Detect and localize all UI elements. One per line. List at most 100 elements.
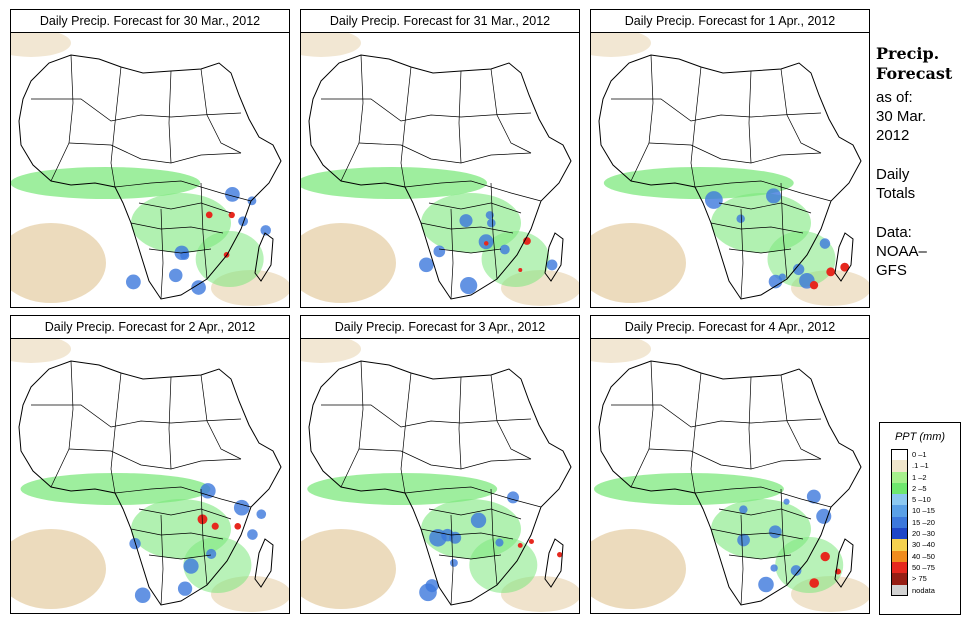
map	[300, 338, 580, 614]
data-line: Data:	[876, 224, 912, 241]
country-border	[694, 180, 832, 202]
heavy-cell	[826, 267, 836, 277]
sand-patch	[591, 339, 651, 363]
legend-swatch	[891, 539, 908, 551]
precip-band	[20, 473, 211, 505]
legend-label: 10 –15	[912, 506, 935, 516]
country-border	[718, 508, 812, 520]
country-border	[168, 70, 172, 164]
legend-swatch	[891, 528, 908, 540]
heavy-cell	[205, 211, 213, 219]
legend-item: nodata	[891, 584, 960, 596]
panel-title: Daily Precip. Forecast for 1 Apr., 2012	[590, 9, 870, 33]
madagascar-outline	[834, 232, 854, 282]
country-border	[110, 372, 122, 494]
legend-swatch	[891, 516, 908, 529]
precip-cell	[224, 186, 240, 202]
country-border	[31, 404, 242, 428]
legend-swatch	[891, 482, 908, 495]
map	[300, 32, 580, 308]
legend-title: PPT (mm)	[894, 431, 946, 443]
country-border	[404, 180, 542, 202]
precip-cell	[260, 225, 271, 236]
country-border	[690, 66, 702, 188]
country-border	[780, 68, 822, 154]
legend: PPT (mm) 0 –1 .1 –1 1 –2 2 –5 5 –10 10 –15 15 …	[879, 422, 961, 615]
madagascar-outline	[254, 538, 274, 588]
coastline	[18, 360, 282, 606]
heavy-cell	[234, 522, 242, 530]
heavy-cell	[483, 241, 489, 246]
precip-cell	[819, 238, 831, 249]
coastline	[598, 360, 862, 606]
precip-cell	[546, 259, 558, 271]
legend-swatch	[891, 471, 908, 483]
precip-cell	[816, 508, 832, 524]
legend-rows: 0 –1 .1 –1 1 –2 2 –5 5 –10 10 –15 15 –20 20 –30…	[880, 449, 960, 596]
legend-item: 40 –50	[891, 550, 960, 562]
map-svg	[11, 33, 289, 306]
precip-cell	[168, 268, 183, 283]
precip-band	[195, 231, 264, 287]
precip-cell	[419, 583, 437, 602]
precip-band	[603, 167, 794, 199]
map-panel-3: Daily Precip. Forecast for 1 Apr., 2012	[590, 9, 870, 309]
precip-cell	[177, 581, 193, 596]
sand-patch	[591, 223, 686, 303]
precip-cell	[419, 257, 434, 273]
precip-cell	[770, 564, 778, 572]
legend-item: 30 –40	[891, 539, 960, 551]
precip-cell	[449, 558, 458, 567]
heading-line: Forecast	[876, 64, 953, 83]
panel-title: Daily Precip. Forecast for 3 Apr., 2012	[300, 315, 580, 339]
precip-cell	[792, 263, 805, 276]
sand-patch	[301, 33, 361, 57]
heavy-cell	[228, 211, 235, 219]
precip-cell	[704, 191, 723, 209]
country-border	[400, 66, 412, 188]
country-border	[321, 404, 532, 428]
precip-cell	[191, 280, 206, 295]
map	[590, 32, 870, 308]
map-svg	[591, 339, 869, 612]
precip-cell	[768, 525, 782, 539]
precip-cell	[441, 528, 454, 542]
data-line: NOAA–	[876, 243, 927, 260]
country-border	[148, 554, 212, 560]
country-border	[404, 486, 542, 508]
coastline	[598, 54, 862, 300]
map-panel-2: Daily Precip. Forecast for 31 Mar., 2012	[300, 9, 580, 309]
country-border	[68, 448, 242, 470]
precip-band	[481, 231, 550, 287]
precip-band	[11, 167, 201, 199]
legend-label: 0 –1	[912, 450, 927, 459]
heavy-cell	[518, 268, 523, 273]
country-border	[780, 374, 822, 460]
country-border	[728, 554, 792, 560]
country-border	[200, 182, 208, 280]
legend-item: 2 –5	[891, 482, 960, 495]
precip-cell	[460, 276, 478, 295]
country-border	[160, 514, 164, 606]
precip-band	[593, 473, 784, 505]
legend-item: 10 –15	[891, 505, 960, 517]
country-border	[130, 222, 224, 234]
heavy-cell	[557, 551, 563, 558]
country-border	[740, 208, 744, 300]
country-border	[340, 360, 364, 488]
sand-patch	[591, 33, 651, 57]
legend-item: > 75	[891, 573, 960, 585]
precip-band	[301, 167, 488, 199]
legend-label: 30 –40	[912, 540, 935, 550]
legend-item: 15 –20	[891, 516, 960, 529]
panel-title: Daily Precip. Forecast for 31 Mar., 2012	[300, 9, 580, 33]
map-panel-1: Daily Precip. Forecast for 30 Mar., 2012	[10, 9, 290, 309]
precip-cell	[247, 529, 258, 540]
country-border	[428, 508, 522, 520]
map-svg	[301, 339, 579, 612]
precip-cell	[790, 565, 802, 576]
legend-swatch	[891, 494, 908, 506]
precip-cell	[766, 188, 782, 204]
precip-cell	[125, 274, 141, 290]
legend-label: 40 –50	[912, 551, 935, 561]
